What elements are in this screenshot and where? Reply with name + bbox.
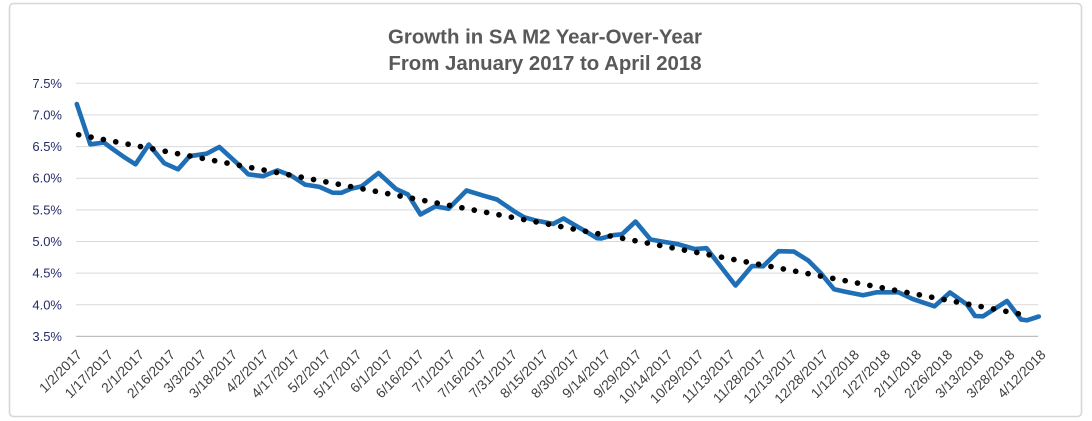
svg-text:4.5%: 4.5% — [32, 266, 62, 281]
svg-text:6.5%: 6.5% — [32, 139, 62, 154]
svg-text:4.0%: 4.0% — [32, 297, 62, 312]
svg-text:5.0%: 5.0% — [32, 234, 62, 249]
svg-text:6.0%: 6.0% — [32, 171, 62, 186]
svg-text:From January 2017 to April 201: From January 2017 to April 2018 — [388, 53, 701, 75]
svg-text:5.5%: 5.5% — [32, 202, 62, 217]
svg-text:7.5%: 7.5% — [32, 76, 62, 91]
svg-text:7.0%: 7.0% — [32, 107, 62, 122]
svg-text:Growth in SA M2 Year-Over-Year: Growth in SA M2 Year-Over-Year — [388, 27, 702, 49]
svg-text:3.5%: 3.5% — [32, 329, 62, 344]
